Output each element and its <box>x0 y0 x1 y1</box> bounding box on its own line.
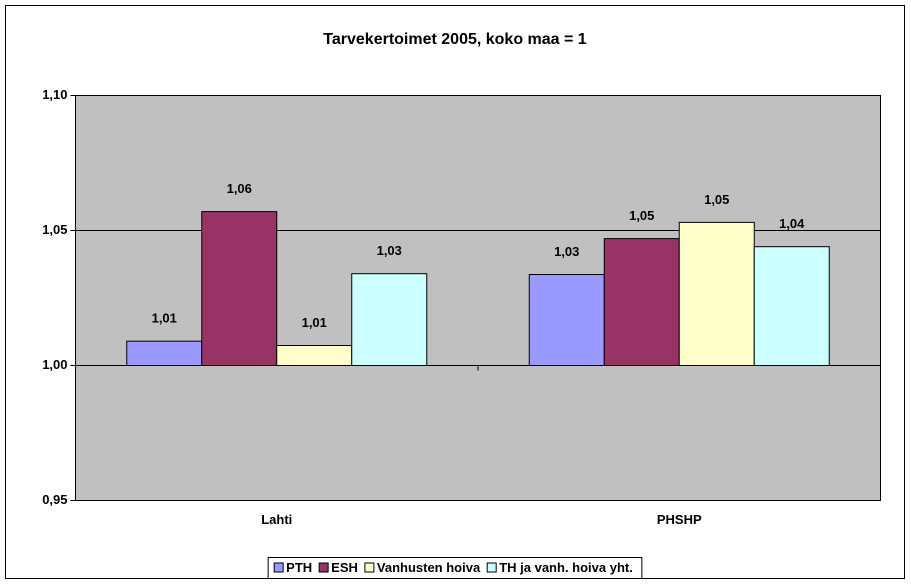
legend-swatch <box>364 562 375 573</box>
y-tick-label: 1,05 <box>42 222 67 237</box>
value-label: 1,04 <box>779 216 805 231</box>
legend-swatch <box>486 562 497 573</box>
bar <box>753 246 830 366</box>
legend <box>267 557 643 579</box>
y-tick-label: 1,10 <box>42 87 67 102</box>
bar <box>201 211 278 366</box>
bar <box>528 274 605 367</box>
chart-title: Tarvekertoimet 2005, koko maa = 1 <box>323 31 587 48</box>
legend-label: PTH <box>286 560 312 575</box>
bar <box>603 238 680 367</box>
y-tick-label: 0,95 <box>42 492 67 507</box>
bar <box>678 221 755 366</box>
legend-label: ESH <box>331 560 358 575</box>
legend-label: TH ja vanh. hoiva yht. <box>499 560 633 575</box>
bar <box>126 340 203 367</box>
legend-label: Vanhusten hoiva <box>377 560 481 575</box>
value-label: 1,06 <box>227 181 252 196</box>
value-label: 1,01 <box>152 311 177 326</box>
y-tick-label: 1,00 <box>42 357 67 372</box>
value-label: 1,01 <box>302 315 327 330</box>
legend-swatch <box>318 562 329 573</box>
bar <box>276 345 353 366</box>
legend-swatch <box>273 562 284 573</box>
value-label: 1,03 <box>554 244 579 259</box>
value-label: 1,05 <box>629 208 654 223</box>
value-label: 1,05 <box>704 192 729 207</box>
x-tick-label: Lahti <box>261 512 292 527</box>
value-label: 1,03 <box>377 243 402 258</box>
bar <box>351 273 428 367</box>
x-tick-label: PHSHP <box>657 512 702 527</box>
